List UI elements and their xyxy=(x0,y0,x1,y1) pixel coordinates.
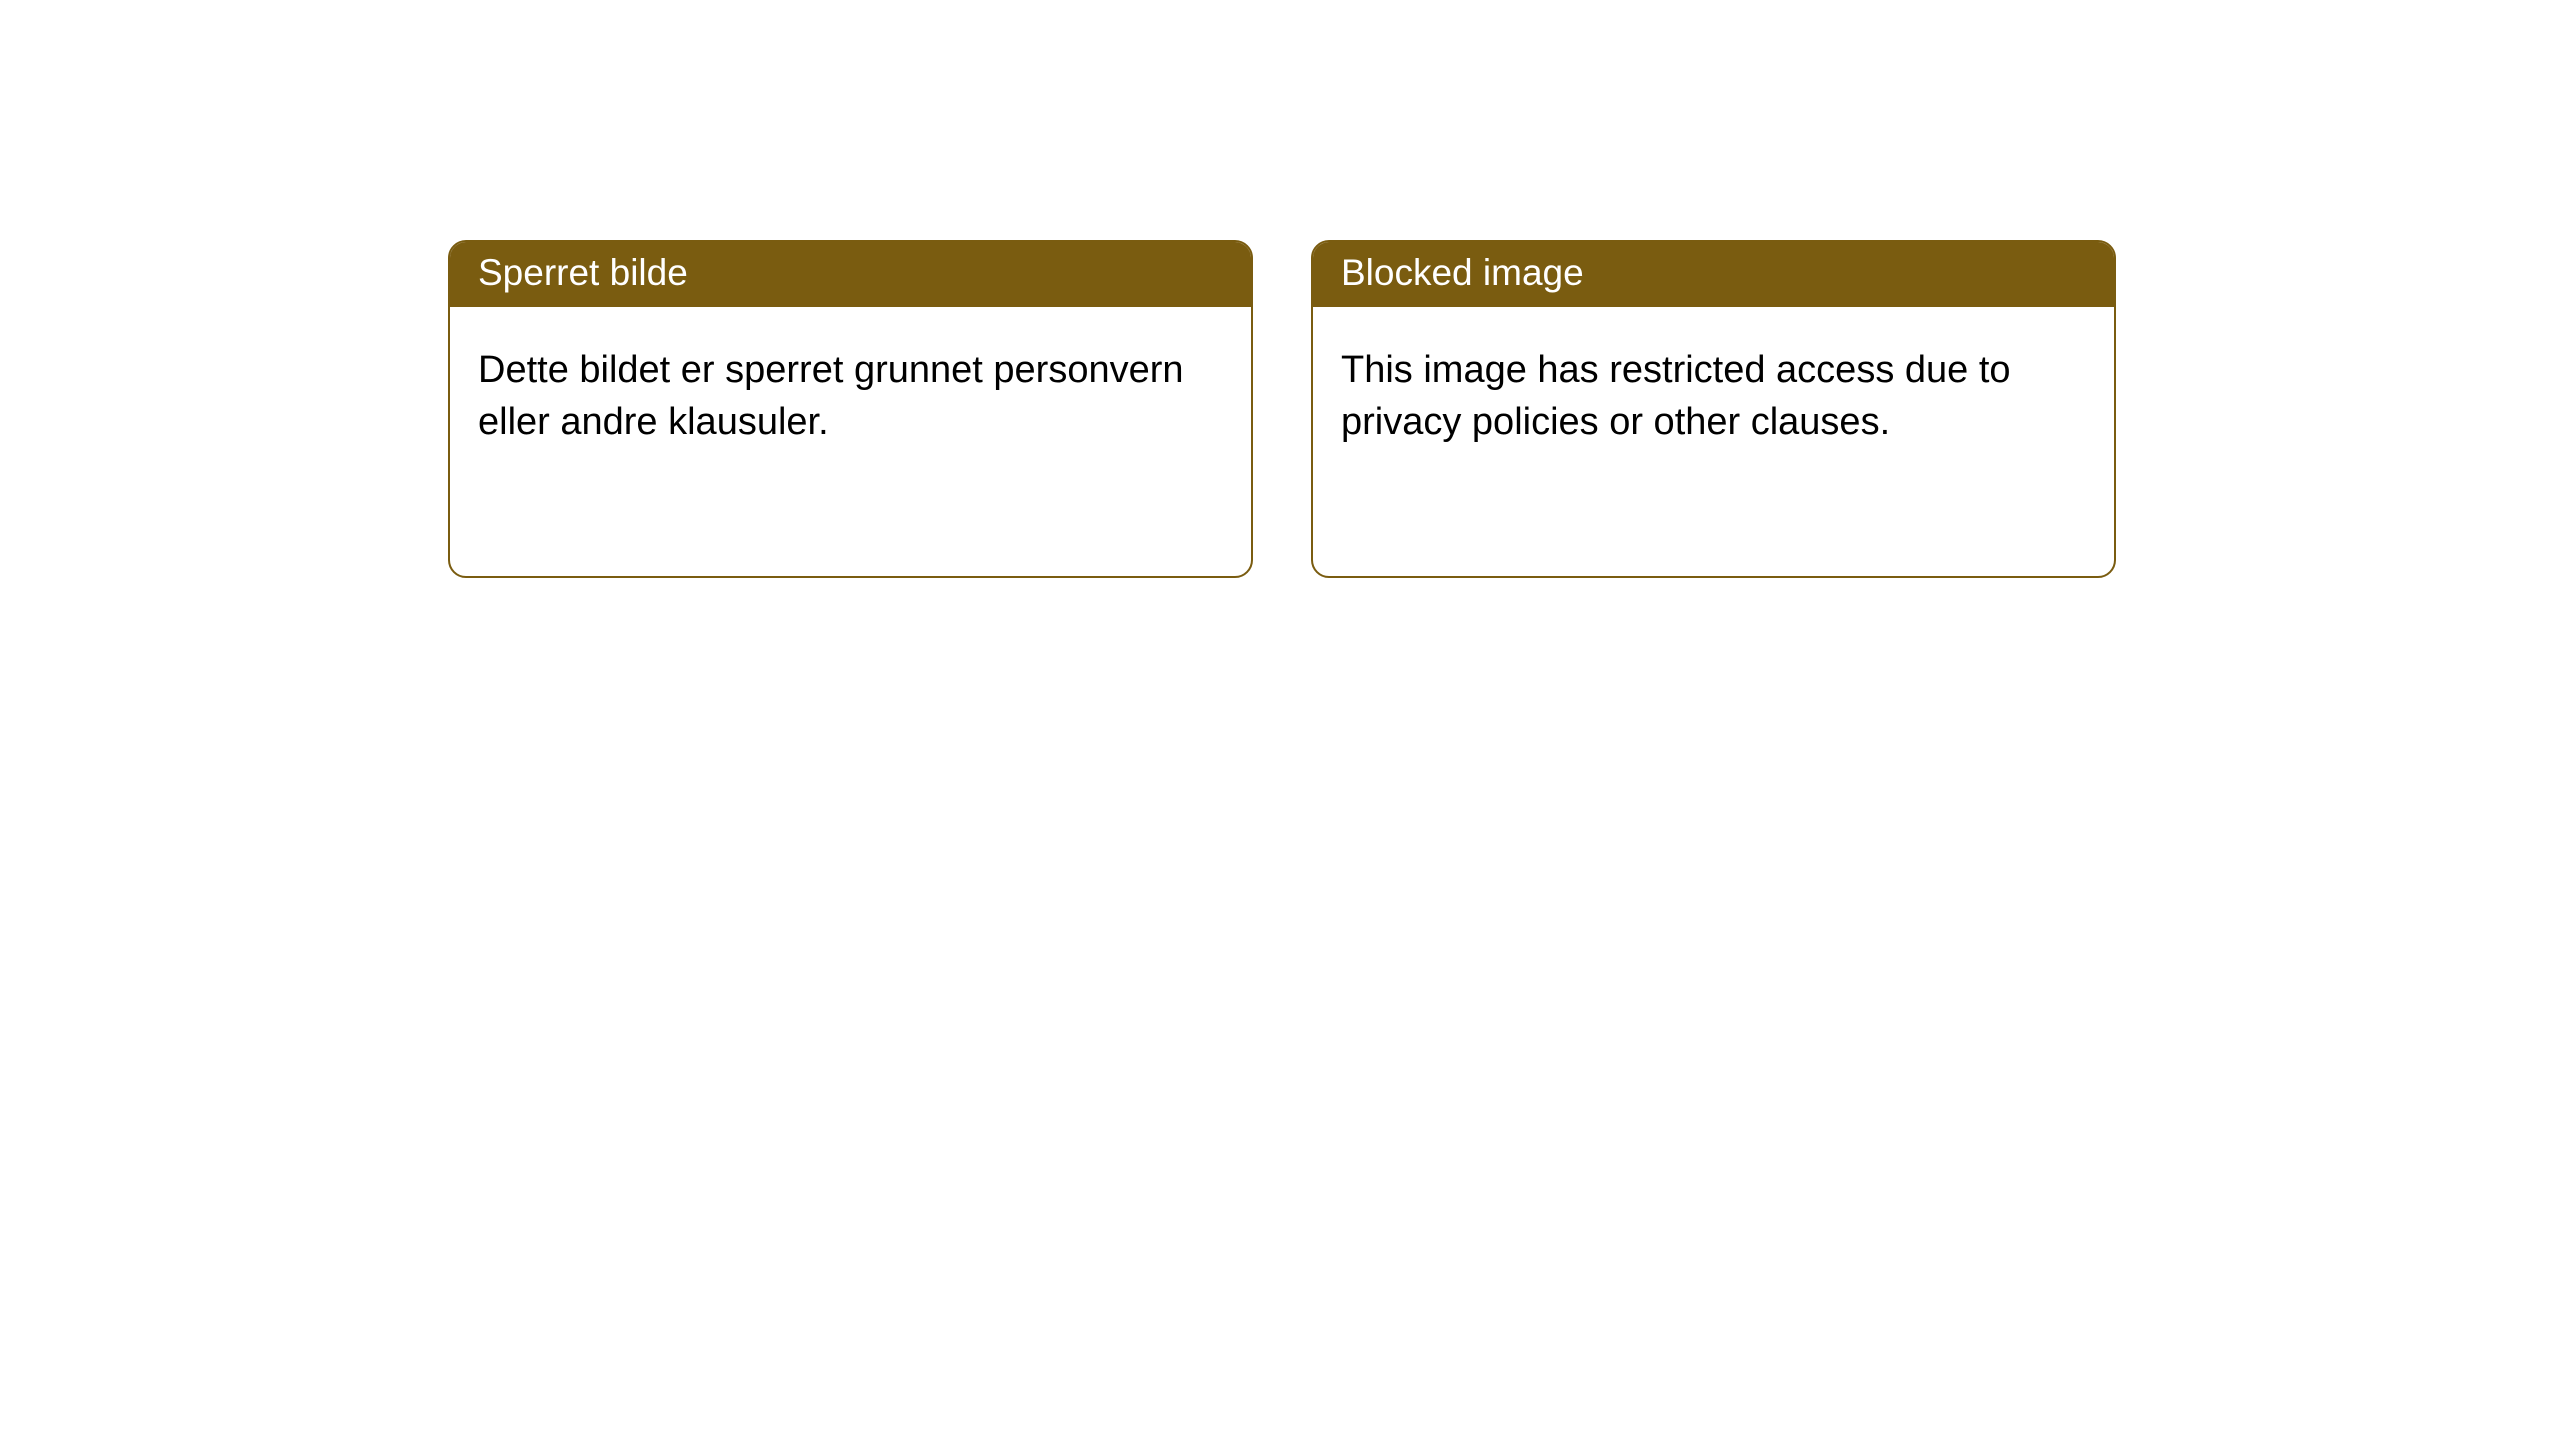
card-container: Sperret bilde Dette bildet er sperret gr… xyxy=(0,0,2560,578)
card-header: Sperret bilde xyxy=(450,242,1251,307)
card-body: This image has restricted access due to … xyxy=(1313,307,2114,476)
blocked-image-card-no: Sperret bilde Dette bildet er sperret gr… xyxy=(448,240,1253,578)
card-body: Dette bildet er sperret grunnet personve… xyxy=(450,307,1251,476)
blocked-image-card-en: Blocked image This image has restricted … xyxy=(1311,240,2116,578)
card-header: Blocked image xyxy=(1313,242,2114,307)
